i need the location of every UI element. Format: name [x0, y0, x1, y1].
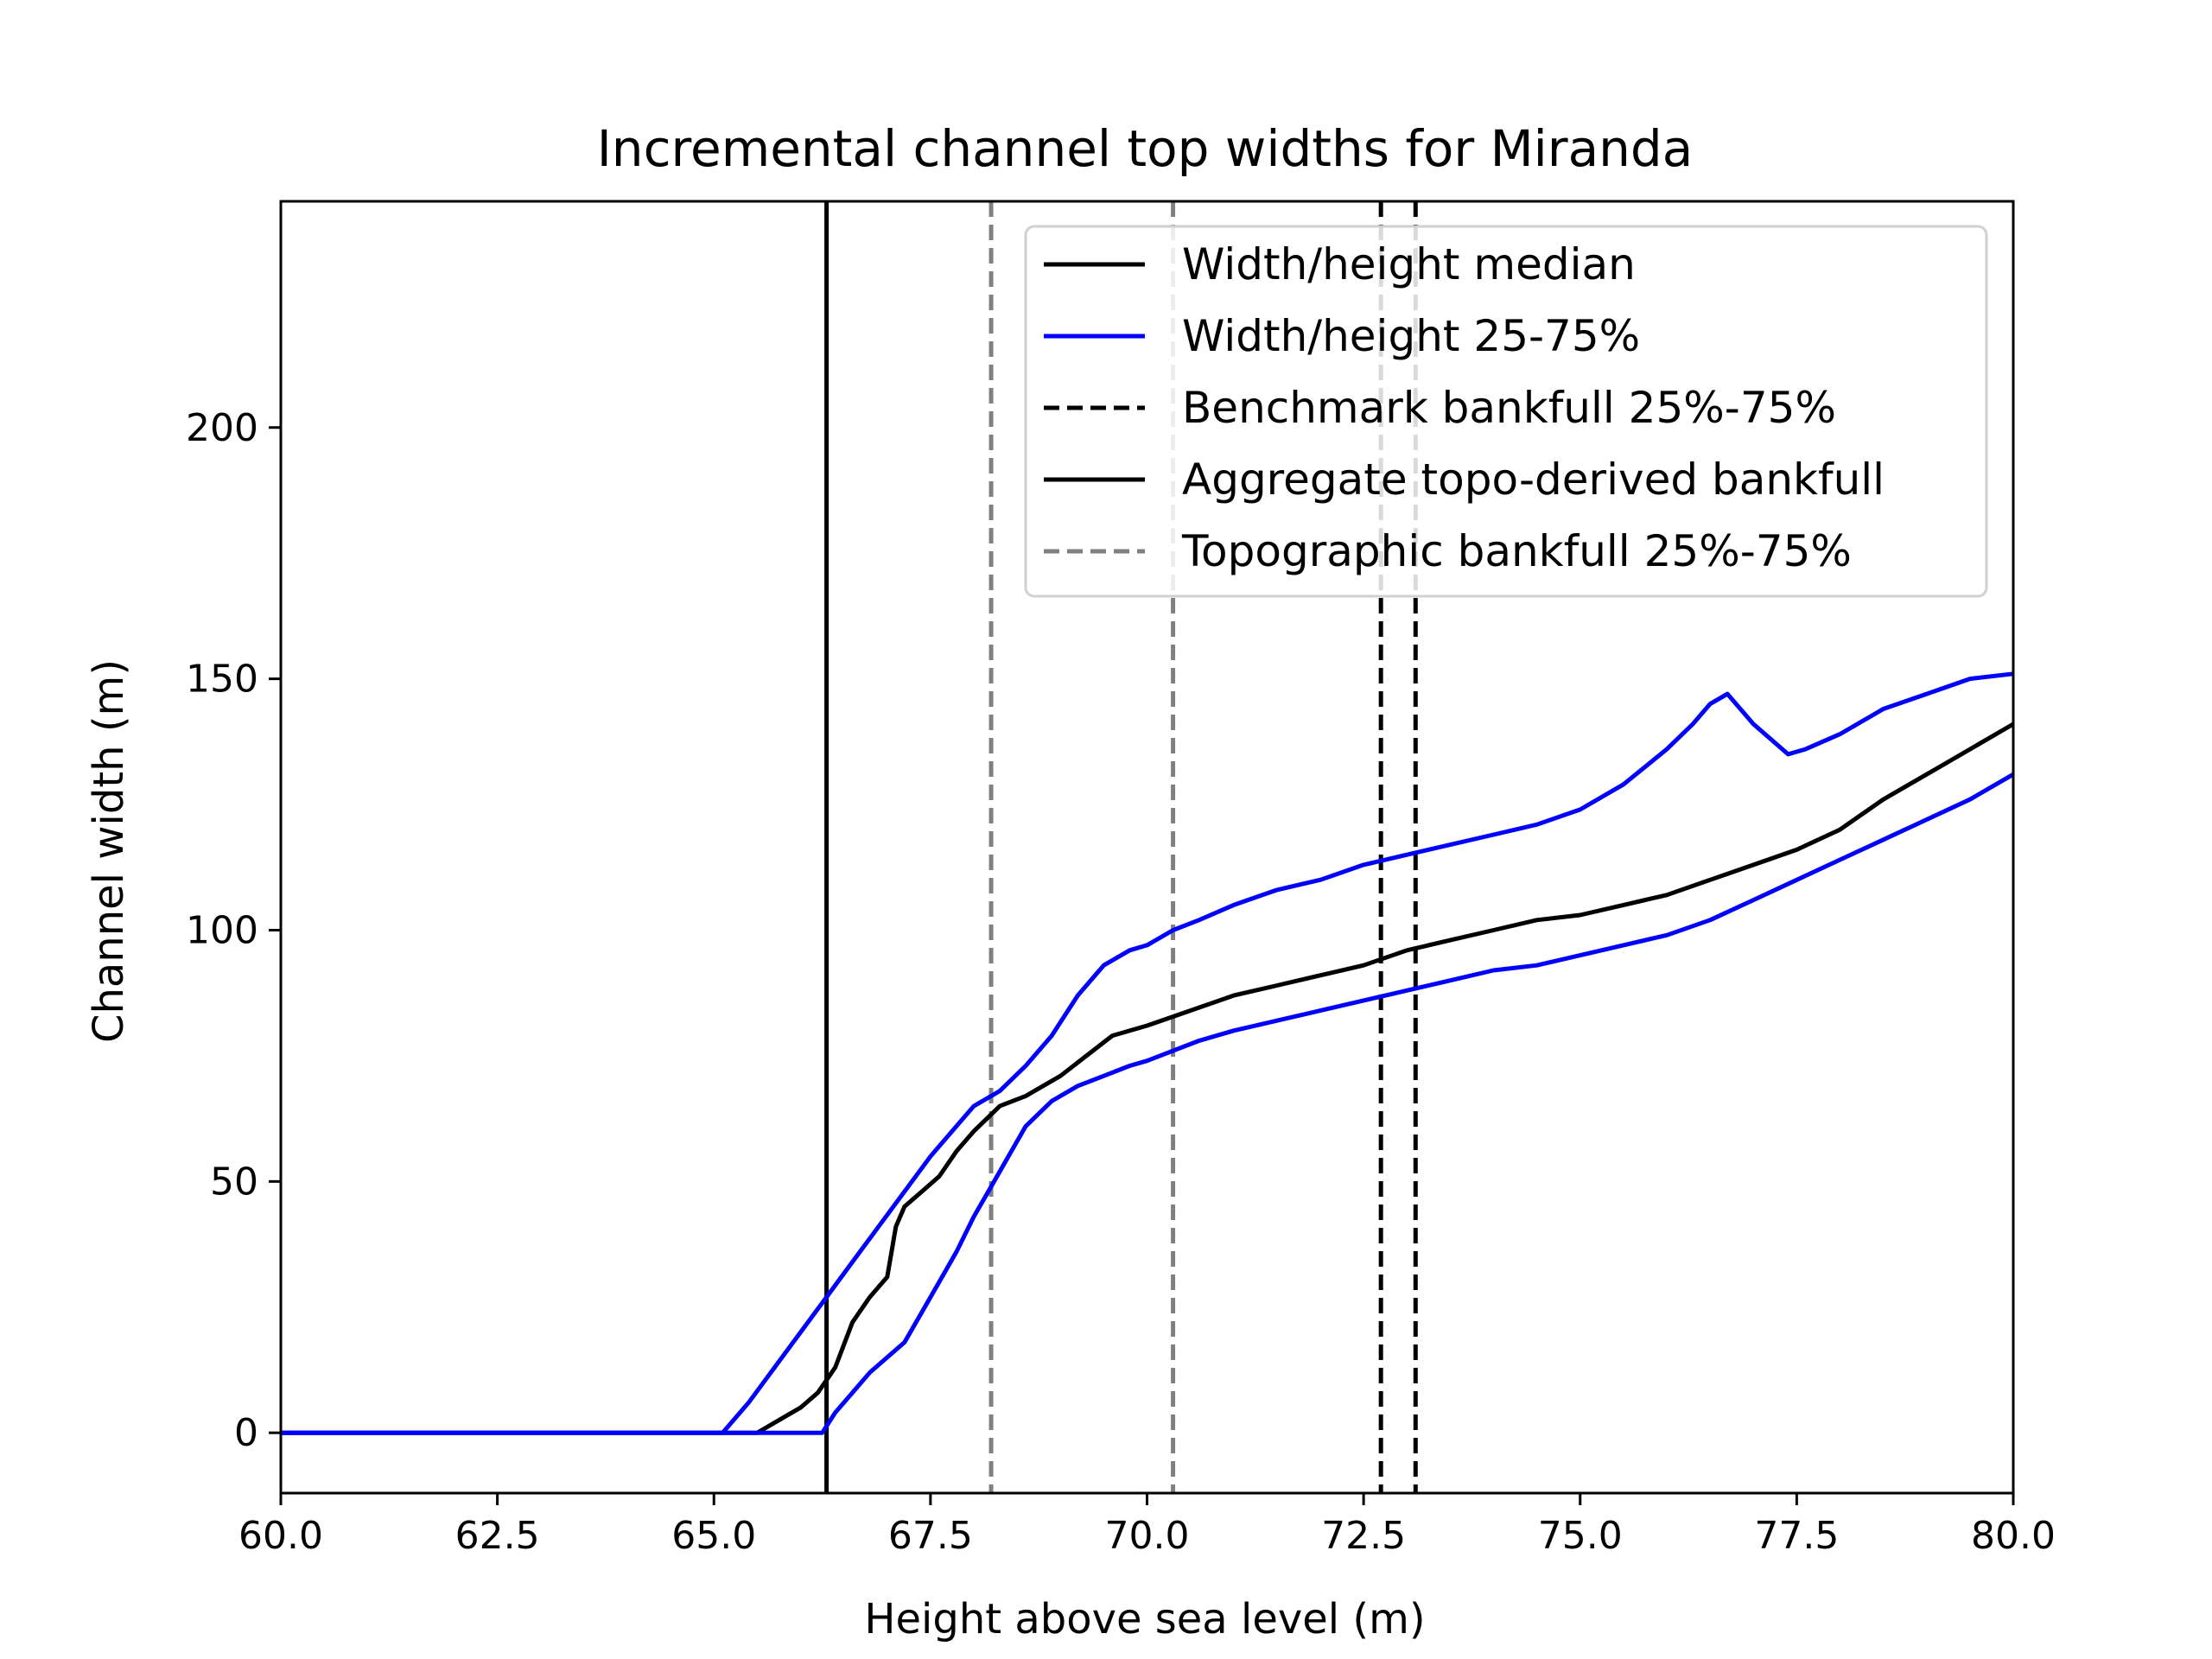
- legend-box: [1024, 225, 1988, 598]
- x-axis-label: Height above sea level (m): [864, 1595, 1425, 1643]
- legend: Width/height median Width/height 25-75% Be…: [1024, 225, 1988, 598]
- legend-label-width-height-median: Width/height median: [1182, 239, 1636, 289]
- median-line: [281, 721, 2015, 1435]
- x-tick-label: 77.5: [1754, 1514, 1839, 1558]
- x-tick-label: 60.0: [238, 1514, 323, 1558]
- y-axis-label: Channel width (m): [85, 659, 133, 1043]
- x-tick-label: 65.0: [671, 1514, 756, 1558]
- legend-label-topographic-bankfull-25-75: Topographic bankfull 25%-75%: [1181, 526, 1852, 576]
- quartile-25-line: [281, 772, 2015, 1435]
- legend-label-benchmark-bankfull-25-75: Benchmark bankfull 25%-75%: [1182, 383, 1836, 433]
- x-tick-label: 80.0: [1971, 1514, 2056, 1558]
- plot-frame: [279, 200, 2015, 1495]
- quartile-75-line: [281, 671, 2014, 1435]
- x-tick-label: 70.0: [1105, 1514, 1190, 1558]
- y-tick-label: 100: [186, 908, 258, 952]
- x-tick-label: 75.0: [1538, 1514, 1623, 1558]
- y-tick-label: 0: [234, 1411, 258, 1455]
- x-tick-label: 67.5: [888, 1514, 973, 1558]
- x-tick-label: 62.5: [455, 1514, 540, 1558]
- axis-ticks: 60.0 62.5 65.0 67.5 70.0 72.5 75.0 77.5 80.0 0 50 1…: [186, 406, 2056, 1558]
- x-tick-label: 72.5: [1321, 1514, 1406, 1558]
- y-tick-label: 150: [186, 658, 258, 702]
- legend-label-aggregate-topo-derived-bankfull: Aggregate topo-derived bankfull: [1182, 454, 1885, 505]
- y-tick-label: 50: [210, 1160, 258, 1204]
- y-tick-label: 200: [186, 406, 258, 450]
- legend-label-width-height-25-75: Width/height 25-75%: [1182, 311, 1640, 361]
- chart-title: Incremental channel top widths for Miran…: [597, 119, 1694, 178]
